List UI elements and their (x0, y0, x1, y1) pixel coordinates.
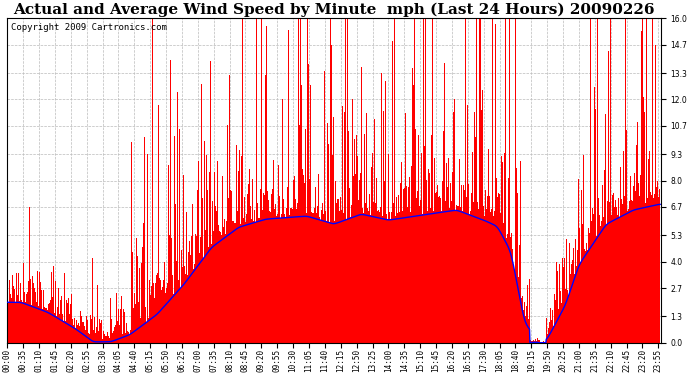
Text: Copyright 2009 Cartronics.com: Copyright 2009 Cartronics.com (10, 23, 166, 32)
Title: Actual and Average Wind Speed by Minute  mph (Last 24 Hours) 20090226: Actual and Average Wind Speed by Minute … (13, 3, 655, 17)
